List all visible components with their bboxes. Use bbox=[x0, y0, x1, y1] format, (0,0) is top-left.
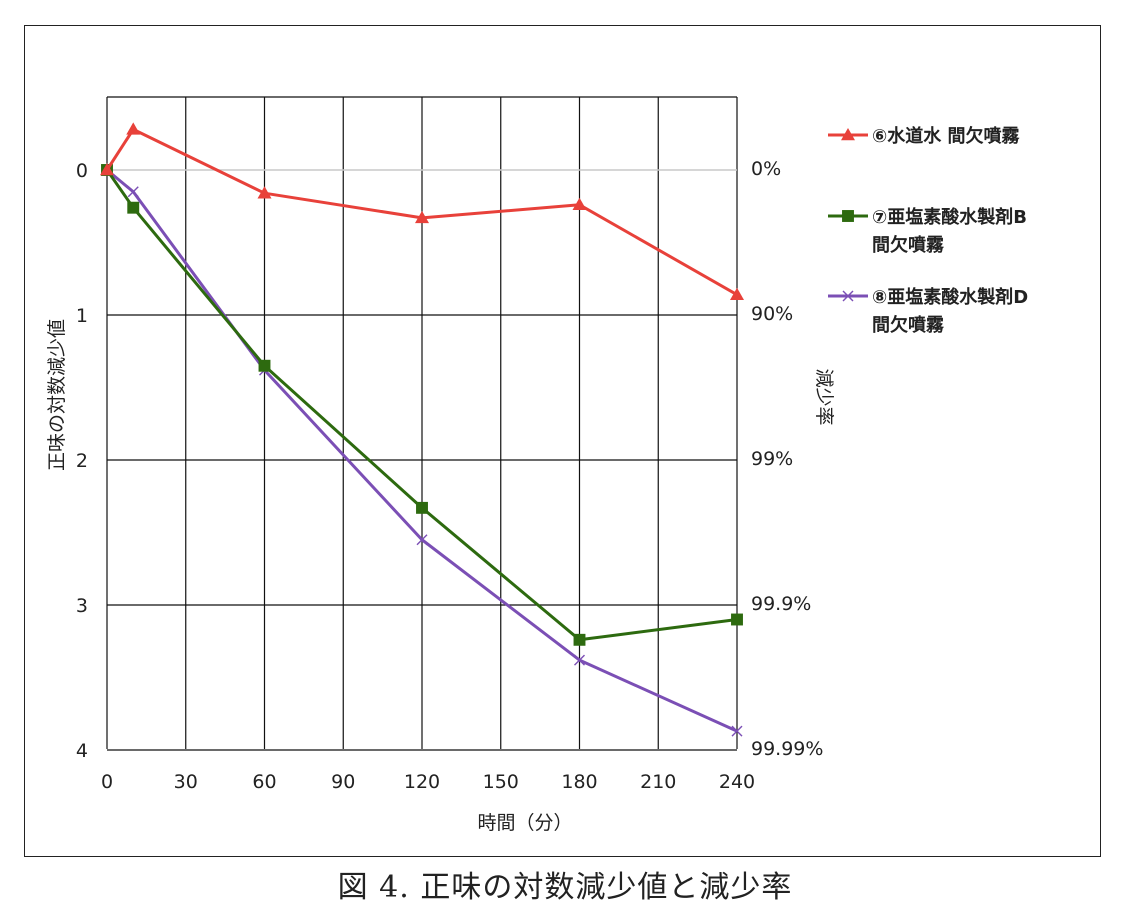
triangle-marker bbox=[572, 197, 587, 211]
x-marker bbox=[574, 654, 585, 666]
x-tick-label: 0 bbox=[101, 771, 113, 793]
x-marker-stroke bbox=[416, 534, 428, 546]
chart: 0 30 60 90 120 150 180 210 240 0 1 2 3 4 0% 90% 99% 99.9%… bbox=[46, 96, 1028, 834]
legend-label: 間欠噴霧 bbox=[872, 234, 945, 256]
legend-label: ⑥水道水 間欠噴霧 bbox=[872, 125, 1021, 147]
square-marker bbox=[258, 359, 271, 372]
y-tick-label: 0 bbox=[76, 160, 88, 182]
legend-entry: ⑥水道水 間欠噴霧 bbox=[828, 125, 1021, 147]
legend: ⑥水道水 間欠噴霧 ⑦亜塩素酸水製剤B 間欠噴霧 ⑧亜塩素酸水製剤D 間欠噴霧 bbox=[828, 125, 1028, 336]
x-marker-stroke bbox=[574, 654, 585, 666]
y2-tick-label: 90% bbox=[751, 303, 793, 325]
x-tick-label: 30 bbox=[174, 771, 198, 793]
series-line bbox=[105, 169, 738, 642]
y2-axis-title: 減少率 bbox=[813, 368, 835, 425]
y-tick-label: 2 bbox=[76, 450, 88, 472]
legend-label: ⑧亜塩素酸水製剤D bbox=[872, 286, 1028, 308]
x-tick-label: 180 bbox=[561, 771, 597, 793]
series-line bbox=[105, 127, 738, 297]
y-tick-label: 4 bbox=[76, 740, 88, 762]
x-tick-label: 240 bbox=[719, 771, 755, 793]
square-marker bbox=[842, 210, 854, 222]
triangle-marker bbox=[415, 210, 429, 224]
x-marker bbox=[127, 186, 139, 198]
series-layer bbox=[100, 122, 744, 737]
x-marker bbox=[416, 534, 428, 546]
chart-frame bbox=[24, 25, 1101, 857]
triangle-marker bbox=[126, 122, 141, 135]
x-tick-label: 60 bbox=[252, 771, 276, 793]
x-marker bbox=[842, 290, 854, 302]
triangle-marker bbox=[100, 163, 114, 176]
y-axis-title: 正味の対数減少値 bbox=[46, 319, 68, 471]
figure-caption: 図 4. 正味の対数減少値と減少率 bbox=[337, 870, 793, 905]
x-marker-stroke bbox=[842, 290, 854, 302]
x-axis-title: 時間（分） bbox=[477, 812, 572, 834]
triangle-marker bbox=[841, 128, 855, 141]
x-tick-label: 90 bbox=[331, 771, 355, 793]
triangle-marker bbox=[257, 186, 272, 199]
square-marker bbox=[573, 633, 586, 646]
series-1 bbox=[100, 122, 744, 300]
x-marker-stroke bbox=[127, 186, 139, 198]
square-marker bbox=[127, 201, 140, 214]
triangle-marker bbox=[730, 287, 744, 300]
legend-label: 間欠噴霧 bbox=[872, 314, 945, 336]
x-marker-stroke bbox=[731, 725, 743, 737]
y2-tick-label: 99% bbox=[751, 448, 793, 470]
x-marker bbox=[731, 725, 743, 737]
y-tick-label: 1 bbox=[76, 305, 88, 327]
x-tick-label: 210 bbox=[640, 771, 676, 793]
square-marker bbox=[416, 501, 428, 514]
y-tick-label: 3 bbox=[76, 595, 88, 617]
grid bbox=[106, 96, 738, 751]
legend-entry: ⑦亜塩素酸水製剤B 間欠噴霧 bbox=[828, 206, 1027, 256]
legend-label: ⑦亜塩素酸水製剤B bbox=[872, 206, 1027, 228]
y2-tick-label: 0% bbox=[751, 158, 781, 180]
tick-labels: 0 30 60 90 120 150 180 210 240 0 1 2 3 4 0% 90% 99% 99.9%… bbox=[76, 158, 824, 793]
legend-entry: ⑧亜塩素酸水製剤D 間欠噴霧 bbox=[828, 286, 1028, 336]
y2-tick-label: 99.9% bbox=[751, 593, 811, 615]
square-marker bbox=[731, 613, 743, 626]
y2-tick-label: 99.99% bbox=[751, 738, 823, 760]
x-tick-label: 120 bbox=[404, 771, 440, 793]
x-tick-label: 150 bbox=[483, 771, 519, 793]
